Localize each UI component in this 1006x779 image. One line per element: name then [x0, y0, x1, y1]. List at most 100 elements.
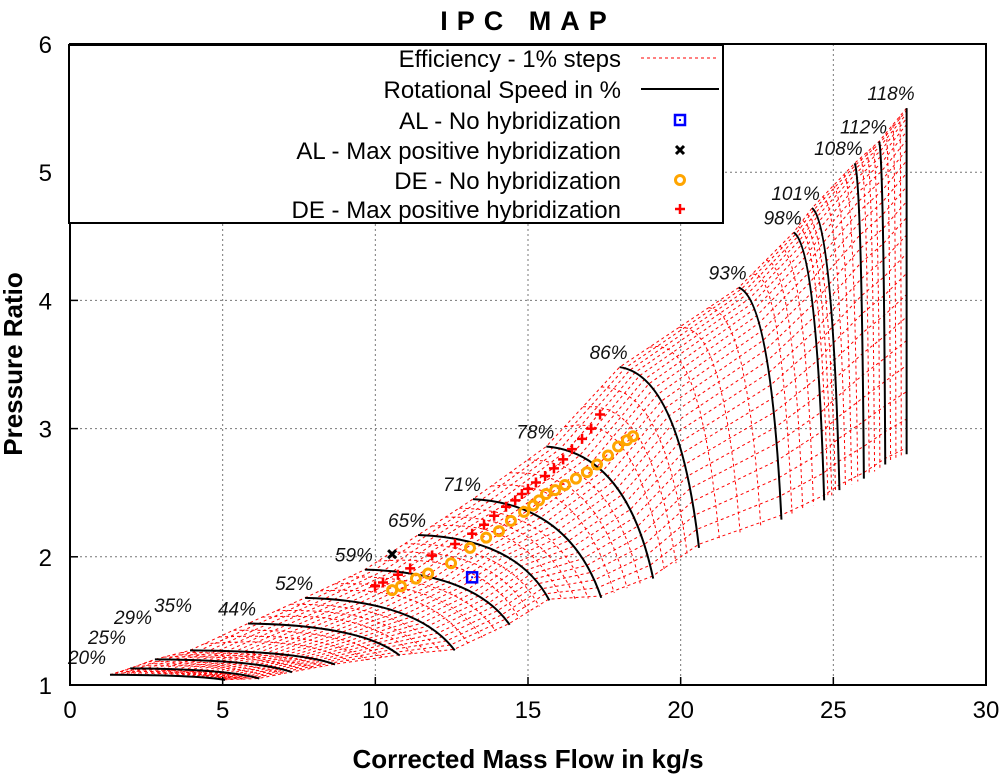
- x-tick-label: 30: [973, 697, 1000, 724]
- de-no-hybridization-point: [558, 479, 571, 492]
- de-max-positive-hybridization-point: [377, 577, 388, 588]
- de-max-positive-hybridization-point: [558, 454, 569, 465]
- de-no-hybridization-point: [549, 484, 562, 497]
- de-no-hybridization-point: [463, 541, 476, 554]
- efficiency-contour: [212, 340, 907, 679]
- efficiency-contour: [431, 524, 563, 600]
- de-max-positive-hybridization-point: [489, 510, 500, 521]
- speed-line: [305, 596, 456, 651]
- de-max-positive-hybridization-point: [595, 409, 606, 420]
- efficiency-contour: [797, 226, 829, 498]
- de-max-positive-hybridization-point: [427, 550, 438, 561]
- speed-line: [853, 162, 865, 479]
- efficiency-contour: [218, 635, 368, 661]
- de-max-positive-hybridization-point: [450, 538, 461, 549]
- de-max-positive-hybridization-point: [523, 483, 533, 494]
- de-max-positive-hybridization-point: [370, 581, 381, 592]
- de-no-hybridization-point: [612, 440, 625, 453]
- de-no-hybridization-point: [504, 514, 517, 527]
- efficiency-contour: [564, 424, 666, 571]
- legend: Efficiency - 1% steps Rotational Speed in…: [68, 44, 724, 224]
- de-max-positive-hybridization-point: [577, 433, 588, 444]
- efficiency-contour: [582, 406, 677, 564]
- de-no-hybridization-point: [569, 472, 582, 485]
- de-max-positive-hybridization-point: [392, 569, 403, 580]
- chart-title: IPC MAP: [440, 6, 616, 36]
- speed-label: 29%: [113, 608, 152, 629]
- de-no-hybridization-point: [480, 531, 493, 544]
- efficiency-contour: [148, 661, 284, 675]
- x-tick-label: 0: [63, 697, 76, 724]
- speed-line: [738, 286, 783, 520]
- efficiency-contour: [802, 219, 833, 496]
- efficiency-contour: [843, 174, 859, 482]
- efficiency-contour: [391, 551, 530, 613]
- x-tick-label: 10: [362, 697, 389, 724]
- de-no-hybridization-point: [591, 458, 604, 471]
- de-no-hybridization-point: [532, 494, 545, 507]
- de-no-hybridization-point: [627, 430, 640, 443]
- x-tick-label: 5: [216, 697, 229, 724]
- y-tick-label: 2: [39, 545, 52, 572]
- efficiency-contour: [152, 139, 907, 676]
- de-no-hybridization-point: [601, 449, 614, 462]
- speed-label: 118%: [867, 84, 914, 105]
- speed-line: [472, 498, 603, 599]
- efficiency-contour: [164, 160, 907, 676]
- x-tick-label: 15: [515, 697, 542, 724]
- de-no-hybridization-point: [540, 487, 553, 500]
- de-no-hybridization-point: [580, 466, 593, 479]
- speed-line: [109, 673, 226, 681]
- efficiency-contour: [872, 146, 881, 469]
- al-no-hybridization-point: [465, 571, 479, 584]
- efficiency-contour: [195, 253, 907, 678]
- de-max-positive-hybridization-point: [586, 423, 597, 434]
- de-no-hybridization-point: [492, 525, 505, 538]
- efficiency-contour: [136, 665, 268, 678]
- legend-box: [68, 44, 724, 224]
- de-max-positive-hybridization-point: [548, 463, 559, 474]
- operating-points: [370, 409, 640, 597]
- de-no-hybridization-point: [394, 580, 407, 593]
- efficiency-contour: [170, 172, 907, 677]
- legend-marker: [674, 144, 686, 156]
- efficiency-contour: [204, 641, 352, 663]
- al-max-positive-hybridization-point: [387, 549, 398, 560]
- efficiency-contour: [491, 484, 615, 594]
- speed-label: 20%: [67, 648, 106, 669]
- efficiency-contour: [679, 326, 741, 534]
- y-tick-label: 1: [39, 673, 52, 700]
- speed-label: 108%: [814, 139, 863, 160]
- efficiency-contour: [215, 364, 907, 680]
- speed-line: [811, 207, 841, 491]
- legend-label: Efficiency - 1% steps: [399, 46, 621, 73]
- x-tick-label: 20: [667, 697, 694, 724]
- de-no-hybridization-point: [409, 572, 422, 585]
- efficiency-contour: [601, 386, 688, 556]
- efficiency-contour: [866, 152, 876, 472]
- efficiency-contour: [885, 133, 892, 462]
- efficiency-contour: [114, 672, 234, 681]
- legend-marker: [673, 113, 687, 127]
- speed-line: [154, 658, 293, 674]
- speed-label: 59%: [335, 546, 373, 567]
- y-axis-label: Pressure Ratio: [0, 272, 28, 456]
- de-max-positive-hybridization-point: [510, 495, 521, 506]
- efficiency-contour: [765, 259, 804, 511]
- speed-line: [130, 667, 260, 680]
- legend-label: AL - No hybridization: [399, 108, 621, 135]
- speed-line: [418, 534, 551, 601]
- y-tick-label: 3: [39, 417, 52, 444]
- efficiency-contour: [378, 559, 521, 619]
- de-no-hybridization-point: [422, 567, 435, 580]
- de-no-hybridization-point: [445, 557, 458, 570]
- efficiency-contour: [200, 273, 907, 678]
- axis-ticks: 0 5 10 15 20 25 30 1 2 3 4 5 6: [39, 32, 1000, 724]
- speed-label: 44%: [218, 599, 256, 620]
- speed-lines: 20%25%29%35% 44% 52% 59% 65% 71% 78% 86% 93% 98% 1…: [67, 84, 915, 681]
- de-max-positive-hybridization-point: [516, 488, 527, 499]
- de-no-hybridization-point: [518, 505, 531, 518]
- efficiency-contour: [404, 543, 540, 607]
- speed-line: [546, 445, 655, 579]
- speed-label: 93%: [709, 264, 747, 285]
